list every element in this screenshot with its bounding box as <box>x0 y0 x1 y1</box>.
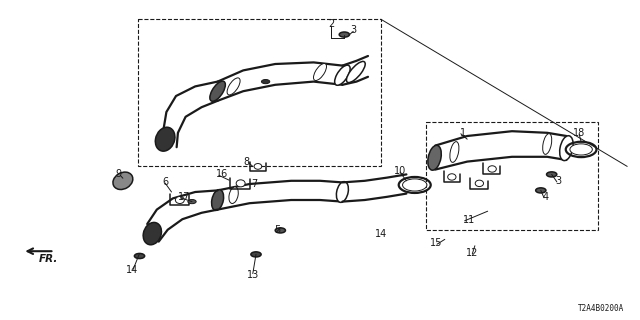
Text: 5: 5 <box>274 225 280 236</box>
Text: 14: 14 <box>126 265 139 276</box>
Ellipse shape <box>339 32 349 37</box>
Ellipse shape <box>346 61 365 83</box>
Text: 2: 2 <box>328 19 334 29</box>
Text: T2A4B0200A: T2A4B0200A <box>578 304 624 313</box>
Text: 17: 17 <box>178 192 190 202</box>
Text: 13: 13 <box>246 269 259 280</box>
Ellipse shape <box>188 200 196 204</box>
Ellipse shape <box>175 196 184 204</box>
Ellipse shape <box>559 136 573 161</box>
Ellipse shape <box>314 63 326 81</box>
Text: 15: 15 <box>430 238 443 248</box>
Text: 6: 6 <box>162 177 168 188</box>
Text: 4: 4 <box>543 192 549 202</box>
Ellipse shape <box>229 187 238 204</box>
Ellipse shape <box>488 166 497 172</box>
Ellipse shape <box>134 253 145 259</box>
Ellipse shape <box>275 228 285 233</box>
Ellipse shape <box>547 172 557 177</box>
Ellipse shape <box>143 222 161 245</box>
Ellipse shape <box>236 180 245 187</box>
Ellipse shape <box>450 142 459 162</box>
Ellipse shape <box>543 134 552 154</box>
Text: 14: 14 <box>374 228 387 239</box>
Ellipse shape <box>536 188 546 193</box>
Ellipse shape <box>113 172 133 189</box>
Text: 3: 3 <box>556 176 562 186</box>
Ellipse shape <box>475 180 484 187</box>
Ellipse shape <box>403 179 427 191</box>
Text: 1: 1 <box>460 128 466 138</box>
Bar <box>426 122 598 230</box>
Ellipse shape <box>261 79 270 84</box>
Ellipse shape <box>335 65 350 85</box>
Ellipse shape <box>428 145 442 170</box>
Text: 3: 3 <box>351 25 357 36</box>
Ellipse shape <box>448 174 456 180</box>
Ellipse shape <box>251 252 261 257</box>
Text: 12: 12 <box>466 248 479 258</box>
Ellipse shape <box>156 127 175 151</box>
Ellipse shape <box>210 81 225 101</box>
Text: 10: 10 <box>394 166 406 176</box>
Text: 18: 18 <box>573 128 586 138</box>
Text: 8: 8 <box>243 156 250 167</box>
Text: 11: 11 <box>463 215 476 225</box>
Bar <box>138 19 381 166</box>
Text: 9: 9 <box>115 169 122 180</box>
Ellipse shape <box>570 144 593 155</box>
Ellipse shape <box>227 78 240 95</box>
Ellipse shape <box>254 164 262 169</box>
Ellipse shape <box>337 182 348 202</box>
Text: FR.: FR. <box>38 254 58 264</box>
Ellipse shape <box>212 190 223 210</box>
Text: 7: 7 <box>251 179 257 189</box>
Text: 16: 16 <box>216 169 228 180</box>
